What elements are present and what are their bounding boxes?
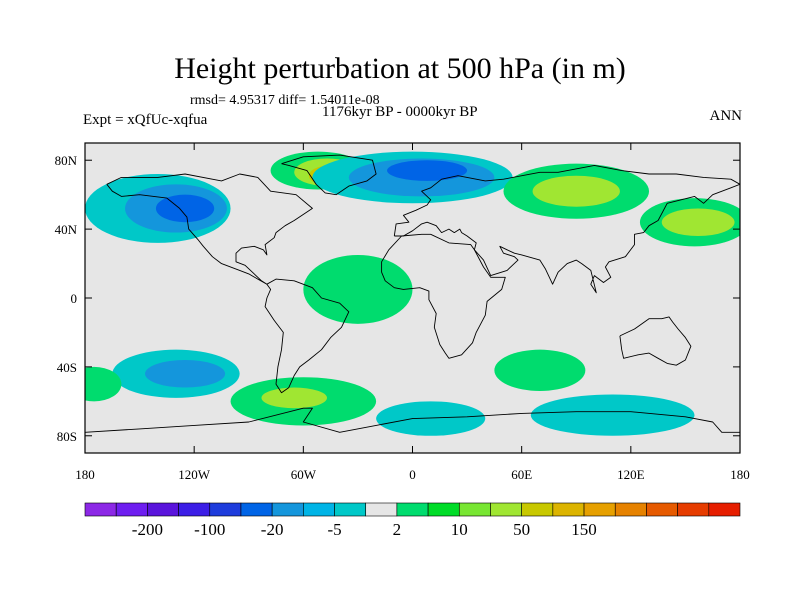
anomaly-region-siberian-high-core <box>532 175 620 207</box>
anomaly-region-south-america-high-core <box>261 387 327 409</box>
colorbar-swatch <box>614 502 647 517</box>
anomaly-region-south-pacific-high <box>85 366 122 402</box>
colorbar-swatch <box>521 502 554 517</box>
anomaly-region-south-atlantic-high <box>494 349 586 392</box>
colorbar-swatch <box>147 502 179 517</box>
page-title: Height perturbation at 500 hPa (in m) <box>174 52 626 85</box>
colorbar-label: 150 <box>571 520 597 539</box>
colorbar-swatch <box>365 502 398 517</box>
coastline-north-america <box>106 173 313 285</box>
colorbar-swatch <box>552 502 585 517</box>
rmsd-diff-stats: rmsd= 4.95317 diff= 1.54011e-08 <box>190 93 380 108</box>
map-axes: 180 120W 60W 0 60E 120E 180 80N 40N 0 40S 80S <box>55 143 750 482</box>
colorbar-label: 50 <box>513 520 530 539</box>
anomaly-region-north-atlantic-low-core <box>387 160 468 181</box>
y-tick-label: 0 <box>71 291 78 306</box>
colorbar-swatch <box>240 502 273 517</box>
colorbar-swatch <box>458 502 491 517</box>
x-tick-label: 0 <box>409 467 416 482</box>
anomaly-field <box>85 143 740 453</box>
colorbar-label: -200 <box>132 520 163 539</box>
colorbar-label: -100 <box>194 520 225 539</box>
colorbar-swatch <box>178 502 211 517</box>
colorbar-swatch <box>677 502 710 517</box>
y-tick-label: 40N <box>55 222 78 237</box>
colorbar-swatch <box>396 502 429 517</box>
season-label: ANN <box>709 108 743 124</box>
experiment-label: Expt = xQfUc-xqfua <box>83 112 208 128</box>
y-tick-label: 40S <box>57 360 77 375</box>
coastline-africa <box>381 233 506 359</box>
y-tick-label: 80S <box>57 429 77 444</box>
coastlines <box>85 154 740 433</box>
colorbar-swatch <box>490 502 522 517</box>
colorbar-swatch <box>583 502 616 517</box>
colorbar-swatch <box>115 502 148 517</box>
time-period-label: 1176kyr BP - 0000kyr BP <box>322 104 478 120</box>
coastline-greenland <box>281 154 377 196</box>
colorbar-swatch <box>427 502 460 517</box>
colorbar-swatch <box>646 502 678 517</box>
coastline-south-america <box>264 278 350 394</box>
anomaly-region-antarctic-low-atlantic <box>376 401 486 436</box>
x-tick-label: 120W <box>178 467 211 482</box>
x-tick-label: 60W <box>291 467 317 482</box>
colorbar-label: -20 <box>261 520 284 539</box>
anomaly-region-antarctic-low-indian <box>530 394 695 436</box>
x-tick-label: 180 <box>75 467 95 482</box>
colorbar-label: 2 <box>393 520 402 539</box>
anomaly-region-equatorial-atlantic-high <box>303 254 413 324</box>
coastline-antarctica <box>85 407 740 433</box>
anomaly-region-southeast-pacific-low-core <box>145 360 226 388</box>
colorbar-label: -5 <box>327 520 341 539</box>
y-tick-label: 80N <box>55 153 78 168</box>
x-tick-label: 180 <box>730 467 750 482</box>
colorbar-label: 10 <box>451 520 468 539</box>
coastline-eurasia <box>393 164 740 294</box>
colorbar-swatch <box>334 502 367 517</box>
anomaly-region-north-pacific-high-core <box>661 208 735 237</box>
colorbar-swatch <box>209 502 242 517</box>
colorbar-swatch <box>271 502 304 517</box>
coastline-australia <box>619 316 692 366</box>
colorbar-swatch <box>708 502 741 517</box>
x-tick-label: 120E <box>617 467 645 482</box>
colorbar-swatch <box>84 502 117 517</box>
colorbar-swatch <box>303 502 335 517</box>
x-tick-label: 60E <box>511 467 532 482</box>
